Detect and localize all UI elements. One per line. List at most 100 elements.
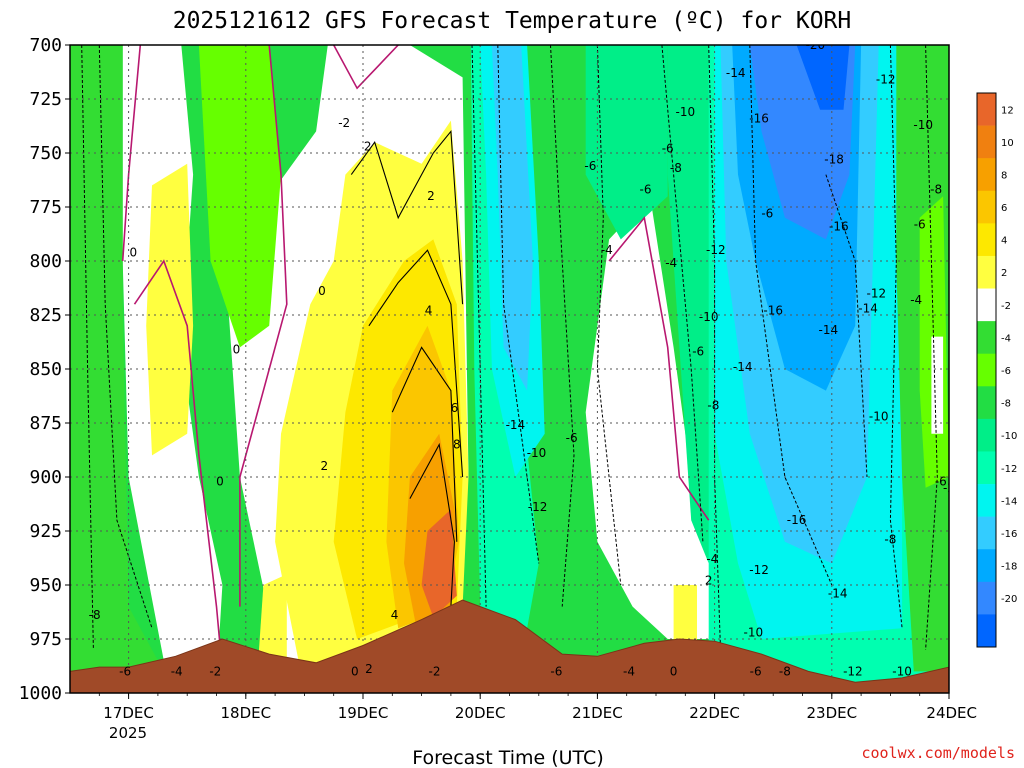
contour-line: [471, 45, 487, 607]
x-tick-label: 17DEC: [103, 704, 154, 722]
contour-label: 2: [705, 574, 713, 588]
terrain-fill: [70, 599, 949, 693]
contour-label: -2: [338, 116, 350, 130]
contour-label: -8: [707, 399, 719, 413]
colorbar-tick-label: -6: [1001, 366, 1011, 377]
contour-label: 0: [233, 343, 241, 357]
contour-label: -14: [858, 302, 878, 316]
contour-label: -4: [910, 293, 922, 307]
contour-label: -16: [829, 219, 849, 233]
contour-label: 2: [365, 662, 373, 676]
contour-line: [368, 249, 464, 478]
contour-label: -12: [749, 563, 769, 577]
contour-line: [239, 45, 288, 607]
temperature-band: [673, 585, 697, 646]
y-tick-label: 1000: [19, 683, 62, 704]
contour-label: 0: [318, 284, 326, 298]
colorbar-swatch: [977, 484, 996, 517]
colorbar-swatch: [977, 288, 996, 322]
contour-labels: -20 -14 -12 -10 -16 -2 -10 2 -6 -18 -6 -8 -6 -8 2 -6 -16…: [89, 38, 949, 678]
colorbar-swatch: [977, 614, 996, 648]
contour-label: 0: [670, 664, 678, 678]
colorbar-tick-label: -20: [1001, 594, 1017, 605]
colorbar-swatch: [977, 451, 996, 485]
contour-label: -14: [818, 323, 838, 337]
contour-line: [497, 45, 540, 564]
credit-text: coolwx.com/models: [861, 744, 1015, 762]
temperature-band: [257, 574, 287, 672]
temperature-band: [667, 45, 715, 564]
colorbar-tick-label: -16: [1001, 529, 1017, 540]
contour-label: -6: [550, 664, 562, 678]
colorbar-tick-label: -2: [1001, 301, 1011, 312]
contour-label: -6: [584, 159, 596, 173]
colorbar-swatch: [977, 386, 996, 420]
colorbar-tick-label: 6: [1001, 203, 1007, 214]
colorbar-swatch: [977, 190, 996, 224]
contour-label: -20: [806, 38, 826, 52]
contour-label: -6: [566, 431, 578, 445]
contour-label: -14: [506, 418, 526, 432]
x-tick-label: 22DEC: [689, 704, 740, 722]
colorbar-tick-label: 12: [1001, 105, 1014, 116]
colorbar: 12 10 8 6 4 2 -2 -4 -6 -8 -10 -12 -14 -16 -18 -20: [976, 92, 1017, 648]
contour-label: -6: [692, 345, 704, 359]
colorbar-tick-label: -10: [1001, 431, 1017, 442]
contour-label: -10: [675, 105, 695, 119]
contour-label: 0: [129, 245, 137, 259]
contour-label: -10: [892, 664, 912, 678]
colorbar-tick-label: -4: [1001, 333, 1011, 344]
colorbar-tick-label: 8: [1001, 171, 1007, 182]
temperature-band: [421, 509, 457, 618]
contour-label: -6: [750, 664, 762, 678]
contour-label: -10: [869, 410, 889, 424]
contour-label: -10: [527, 446, 547, 460]
x-tick-label: 24DEC: [926, 704, 977, 722]
contour-label: -8: [779, 664, 791, 678]
y-tick-label: 950: [29, 575, 62, 596]
colorbar-swatch: [977, 93, 996, 126]
contour-label: 2: [364, 140, 372, 154]
contour-line: [661, 45, 704, 542]
x-tick-label: 18DEC: [221, 704, 272, 722]
x-year-label: 2025: [109, 724, 147, 742]
contour-label: -4: [623, 664, 635, 678]
contour-label: 4: [425, 304, 433, 318]
contour-line: [98, 45, 153, 629]
colorbar-swatch: [977, 125, 996, 159]
contour-label: -6: [935, 474, 947, 488]
contour-line: [596, 45, 622, 586]
contour-label: -12: [843, 664, 863, 678]
contour-label: -6: [914, 217, 926, 231]
contour-line: [825, 174, 868, 478]
contour-label: -16: [749, 111, 769, 125]
contour-label: -6: [119, 664, 131, 678]
x-tick-label: 23DEC: [807, 704, 858, 722]
y-tick-label: 800: [29, 251, 62, 272]
contour-label: 2: [427, 189, 435, 203]
contour-label: 6: [451, 401, 459, 415]
temperature-band: [796, 45, 850, 110]
contour-line: [332, 45, 399, 90]
contour-label: -10: [699, 310, 719, 324]
contour-label: -16: [763, 304, 783, 318]
y-tick-label: 925: [29, 521, 62, 542]
y-tick-label: 750: [29, 143, 62, 164]
colorbar-tick-label: -12: [1001, 464, 1017, 475]
temperature-band: [70, 45, 164, 672]
contour-label: 8: [453, 438, 461, 452]
contour-label: 2: [320, 459, 328, 473]
colorbar-tick-label: -18: [1001, 562, 1017, 573]
contour-label: -12: [528, 500, 548, 514]
contour-label: -14: [828, 587, 848, 601]
contour-label: -10: [743, 626, 763, 640]
contour-line: [81, 45, 94, 650]
contour-label: -8: [930, 183, 942, 197]
contour-label: 0: [351, 664, 359, 678]
contour-label: -12: [866, 286, 886, 300]
contour-label: -6: [640, 183, 652, 197]
temperature-band: [491, 45, 533, 391]
contour-label: 4: [391, 608, 399, 622]
contour-line: [133, 259, 224, 672]
contour-label: -18: [824, 153, 844, 167]
